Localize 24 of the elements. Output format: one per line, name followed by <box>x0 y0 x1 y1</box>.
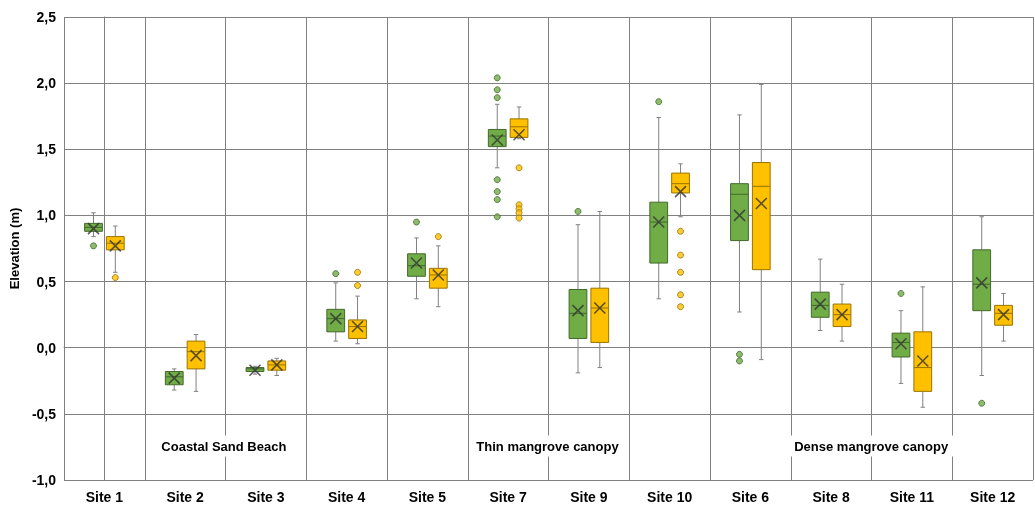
y-tick-label: -0,5 <box>31 405 57 422</box>
x-tick-label: Site 6 <box>731 489 770 505</box>
x-tick-label: Site 12 <box>970 489 1016 505</box>
x-tick-label: Site 7 <box>489 489 528 505</box>
x-tick-label: Site 8 <box>812 489 851 505</box>
annotation: Thin mangrove canopy <box>476 438 620 454</box>
x-tick-label: Site 11 <box>889 489 935 505</box>
x-tick-label: Site 2 <box>166 489 205 505</box>
y-tick-label: 2,5 <box>36 9 57 25</box>
x-tick-label: Site 3 <box>247 489 285 505</box>
y-axis-title: Elevation (m) <box>7 207 22 290</box>
y-tick-label: 1,0 <box>36 207 57 224</box>
x-tick-label: Site 9 <box>570 489 608 505</box>
x-tick-label: Site 4 <box>327 489 366 505</box>
y-tick-label: 1,5 <box>36 141 57 158</box>
x-tick-label: Site 10 <box>647 489 693 505</box>
annotation: Coastal Sand Beach <box>161 438 287 454</box>
x-tick-label: Site 1 <box>85 489 124 505</box>
y-tick-label: 0,0 <box>36 339 57 356</box>
y-tick-label: 2,0 <box>36 75 57 92</box>
x-tick-label: Site 5 <box>408 489 447 505</box>
annotation: Dense mangrove canopy <box>794 438 949 454</box>
y-tick-label: 0,5 <box>36 273 57 290</box>
y-tick-label: -1,0 <box>31 472 57 488</box>
